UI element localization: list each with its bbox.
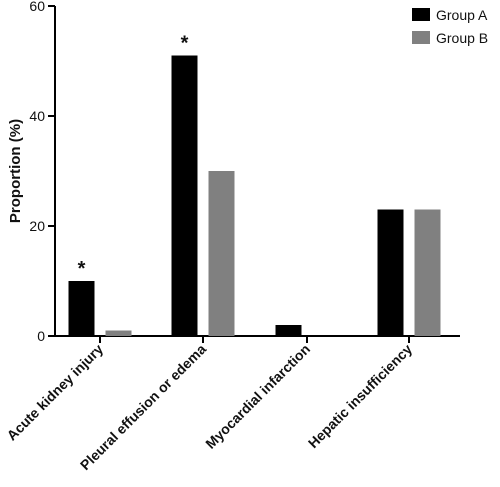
bar-group-b	[105, 330, 132, 336]
bars	[68, 55, 441, 336]
x-tick-label: Myocardial infarction	[202, 341, 313, 452]
y-tick-label: 40	[29, 108, 45, 124]
y-tick-label: 60	[29, 0, 45, 14]
legend-swatch	[412, 8, 430, 21]
y-tick-label: 20	[29, 218, 45, 234]
significance-marker: *	[181, 33, 189, 55]
bar-group-a	[68, 281, 95, 336]
annotations: **	[78, 33, 189, 281]
bar-group-a	[377, 209, 404, 336]
bar-group-b	[208, 171, 235, 336]
legend: Group A Group B	[412, 7, 488, 46]
y-tick-label: 0	[37, 328, 45, 344]
y-axis: 0 20 40 60 Proportion (%)	[7, 0, 56, 344]
bar-group-a	[275, 325, 302, 336]
y-axis-label: Proportion (%)	[7, 119, 24, 223]
legend-swatch	[412, 31, 430, 44]
bar-group-b	[414, 209, 441, 336]
bar-group-a	[171, 55, 198, 336]
legend-label: Group B	[436, 30, 488, 46]
significance-marker: *	[78, 258, 86, 280]
legend-label: Group A	[436, 7, 488, 23]
x-tick-label: Hepatic insufficiency	[305, 341, 415, 451]
x-tick-label: Acute kidney injury	[3, 341, 106, 444]
